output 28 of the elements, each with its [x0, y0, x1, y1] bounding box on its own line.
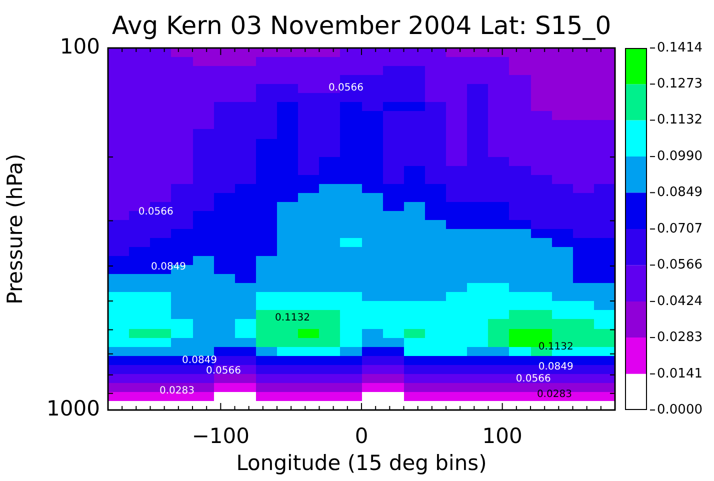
color-bar-label: 0.0424	[657, 294, 702, 309]
color-bar-label: 0.1132	[657, 112, 702, 128]
color-bar-label: 0.0283	[657, 330, 702, 345]
color-bar-label: 0.1414	[657, 40, 702, 56]
annotation: 0.0566	[206, 366, 241, 377]
annotation: 0.0566	[328, 82, 364, 94]
annotation: 0.0849	[538, 361, 574, 372]
x-tick-label: 100	[482, 424, 522, 448]
annotation: 0.1132	[274, 312, 310, 324]
x-tick-label: 0	[354, 424, 368, 448]
annotation: 0.0566	[516, 373, 551, 384]
y-axis-title: Pressure (hPa)	[3, 154, 28, 304]
y-tick-label: 1000	[46, 396, 100, 420]
x-axis-title: Longitude (15 deg bins)	[236, 450, 487, 475]
annotation: 0.0566	[138, 206, 174, 218]
color-bar-label: 0.0707	[657, 221, 702, 236]
color-bar-label: 0.0849	[657, 185, 702, 200]
color-bar-label: 0.0141	[657, 366, 702, 382]
chart-title: Avg Kern 03 November 2004 Lat: S15_0	[112, 11, 612, 40]
annotation: 0.0283	[536, 388, 572, 400]
color-bar-label: 0.1273	[657, 76, 702, 92]
color-bar-label: 0.0000	[657, 402, 702, 418]
color-bar-label: 0.0990	[657, 148, 702, 164]
annotation: 0.0849	[182, 354, 218, 366]
annotation: 0.0283	[160, 386, 195, 397]
annotation: 0.1132	[538, 342, 574, 353]
color-bar-label: 0.0566	[657, 257, 702, 272]
x-tick-label: −100	[192, 424, 250, 448]
